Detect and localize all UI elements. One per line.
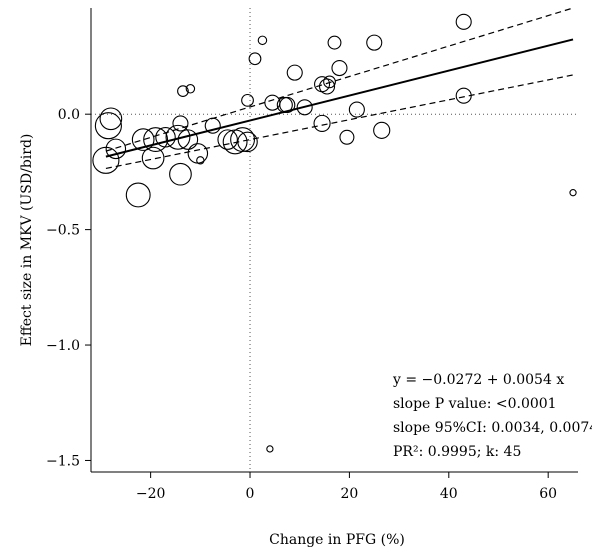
data-point — [374, 122, 390, 138]
y-tick-label: −0.5 — [46, 223, 80, 239]
data-point — [231, 128, 255, 152]
x-tick-label: 40 — [440, 486, 458, 502]
annotation-p-value: slope P value: <0.0001 — [393, 396, 557, 412]
regression-line — [106, 39, 573, 156]
data-point — [173, 116, 188, 131]
data-point — [456, 14, 471, 29]
data-point — [95, 113, 121, 139]
data-point — [267, 446, 273, 452]
y-tick-label: 0.0 — [58, 107, 80, 123]
data-point — [205, 118, 220, 133]
data-point — [178, 130, 197, 149]
y-axis-title: Effect size in MKV (USD/bird) — [19, 134, 35, 347]
data-point — [349, 102, 364, 117]
y-tick-label: −1.0 — [46, 338, 80, 354]
data-point — [242, 94, 254, 106]
data-point — [328, 36, 341, 49]
x-axis-title: Change in PFG (%) — [269, 532, 405, 548]
y-axis-ticks: −1.5 −1.0 −0.5 0.0 — [46, 107, 91, 469]
data-point — [367, 35, 382, 50]
annotation-equation: y = −0.0272 + 0.0054 x — [392, 372, 564, 388]
regression-annotation: y = −0.0272 + 0.0054 x slope P value: <0… — [392, 372, 592, 460]
ci-lower-line — [106, 75, 573, 168]
x-tick-label: 0 — [246, 486, 255, 502]
data-point — [340, 130, 354, 144]
annotation-ci: slope 95%CI: 0.0034, 0.0074 — [393, 420, 592, 436]
x-tick-label: −20 — [136, 486, 166, 502]
data-point — [570, 190, 576, 196]
data-point — [314, 115, 330, 131]
data-point — [100, 108, 122, 130]
data-point — [332, 61, 347, 76]
data-point — [170, 163, 192, 185]
data-point — [126, 183, 150, 207]
data-point — [287, 65, 302, 80]
annotation-pr2-k: PR²: 0.9995; k: 45 — [393, 444, 521, 460]
data-point — [106, 139, 125, 158]
data-point — [188, 144, 207, 163]
x-tick-label: 60 — [539, 486, 557, 502]
x-axis-ticks: −20 0 20 40 60 — [136, 472, 557, 502]
x-tick-label: 20 — [340, 486, 358, 502]
data-point — [249, 53, 261, 65]
y-tick-label: −1.5 — [46, 453, 80, 469]
data-point — [258, 36, 266, 44]
